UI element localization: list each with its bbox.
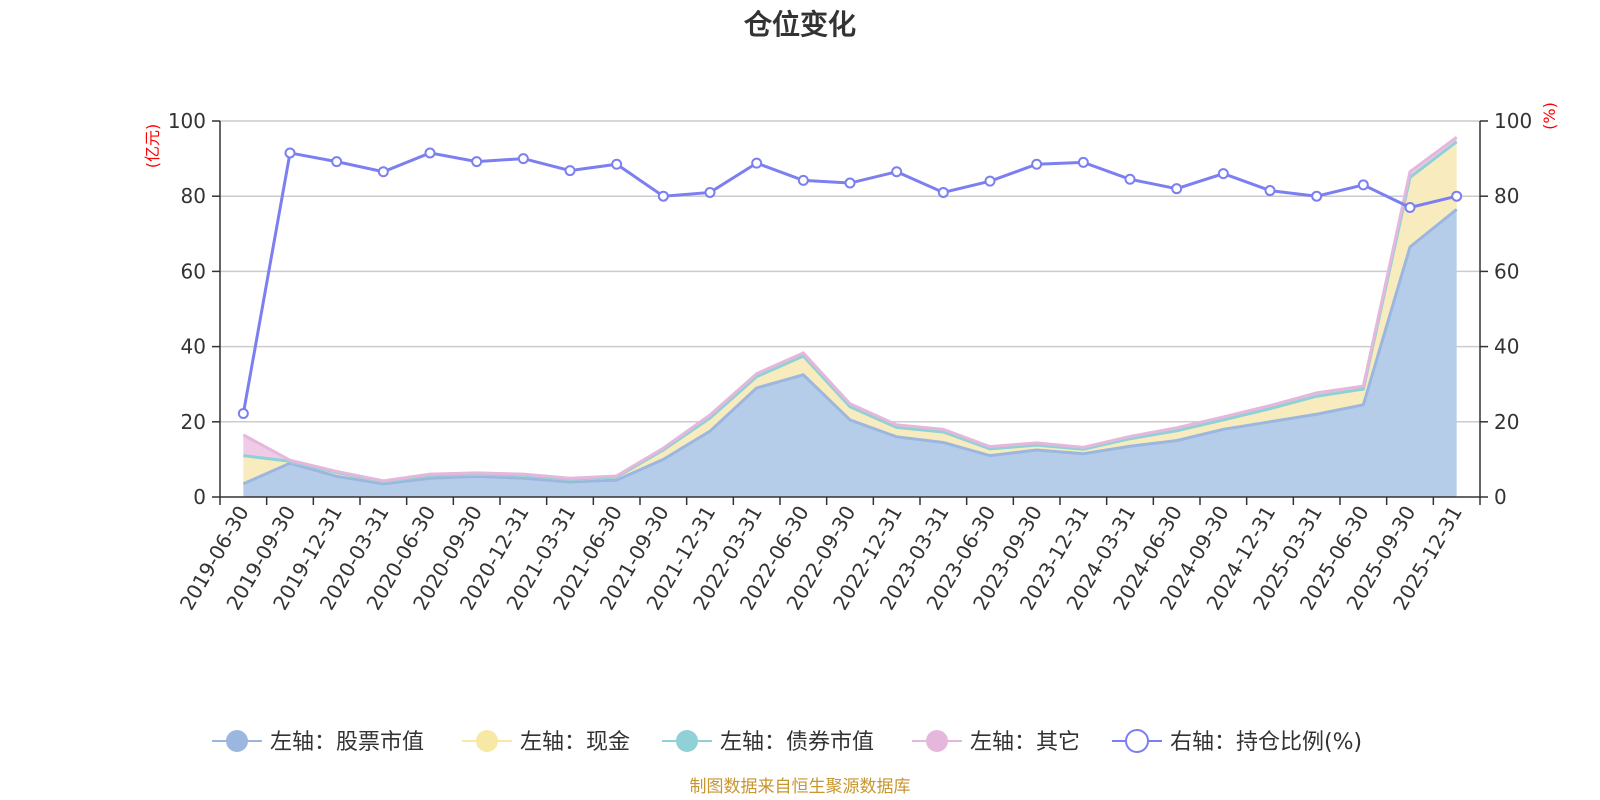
legend-swatch [1125,729,1149,753]
left-tick-label: 0 [193,485,206,509]
legend-item: 右轴：持仓比例(%) [1112,729,1362,755]
ratio-point [1451,190,1463,202]
legend-item: 左轴：现金 [462,730,630,755]
legend-label: 右轴：持仓比例(%) [1170,730,1362,755]
right-tick-label: 20 [1494,410,1519,434]
ratio-point [1031,158,1043,170]
ratio-point [377,166,389,178]
left-tick-label: 20 [181,410,206,434]
right-tick-label: 60 [1494,259,1519,283]
ratio-point [517,153,529,165]
chart-title: 仓位变化 [744,8,856,41]
line-左轴：股票市值 [242,208,1458,486]
area-左轴：现金 [243,141,1457,484]
left-tick-label: 80 [181,184,206,208]
stacked-areas [243,137,1457,498]
legend: 左轴：股票市值 左轴：现金 左轴：债券市值 左轴：其它 右轴：持仓比例(%) [212,729,1362,755]
ratio-point [237,408,249,420]
legend-label: 左轴：股票市值 [270,730,424,755]
ratio-point [891,166,903,178]
ratio-markers [237,147,1463,420]
ratio-point [1264,185,1276,197]
left-tick-label: 40 [181,335,206,359]
ratio-point [331,156,343,168]
left-tick-label: 100 [168,109,206,133]
legend-label: 左轴：债券市值 [720,730,874,755]
ratio-point [611,158,623,170]
ratio-point [471,156,483,168]
ratio-point [1404,201,1416,213]
ratio-point [1077,156,1089,168]
right-axis-unit: (%) [1540,102,1559,130]
ratio-point [704,186,716,198]
right-tick-label: 100 [1494,109,1532,133]
ratio-point [657,190,669,202]
ratio-point [1357,179,1369,191]
right-tick-label: 40 [1494,335,1519,359]
legend-item: 左轴：其它 [912,730,1080,755]
legend-swatch [926,730,948,752]
ratio-point [424,147,436,159]
ratio-point [564,165,576,177]
grid-lines [220,120,1480,423]
legend-swatch [476,730,498,752]
legend-swatch [226,730,248,752]
legend-swatch [676,730,698,752]
legend-item: 左轴：股票市值 [212,730,424,755]
ratio-point [751,157,763,169]
left-tick-label: 60 [181,259,206,283]
ratio-point [1311,190,1323,202]
ratio-point [844,177,856,189]
data-source-note: 制图数据来自恒生聚源数据库 [690,777,911,797]
ratio-point [797,174,809,186]
series-lines [241,135,1458,486]
right-tick-label: 80 [1494,184,1519,208]
legend-label: 左轴：其它 [970,730,1080,755]
ratio-point [1171,183,1183,195]
area-左轴：股票市值 [243,209,1457,498]
ratio-point [1124,173,1136,185]
ratio-point [937,186,949,198]
line-左轴：其它 [242,135,1458,483]
legend-label: 左轴：现金 [520,730,630,755]
right-tick-label: 0 [1494,485,1507,509]
left-axis-unit: (亿元) [143,124,162,169]
ratio-point [284,147,296,159]
legend-item: 左轴：债券市值 [662,730,874,755]
ratio-point [1217,168,1229,180]
ratio-point [984,175,996,187]
